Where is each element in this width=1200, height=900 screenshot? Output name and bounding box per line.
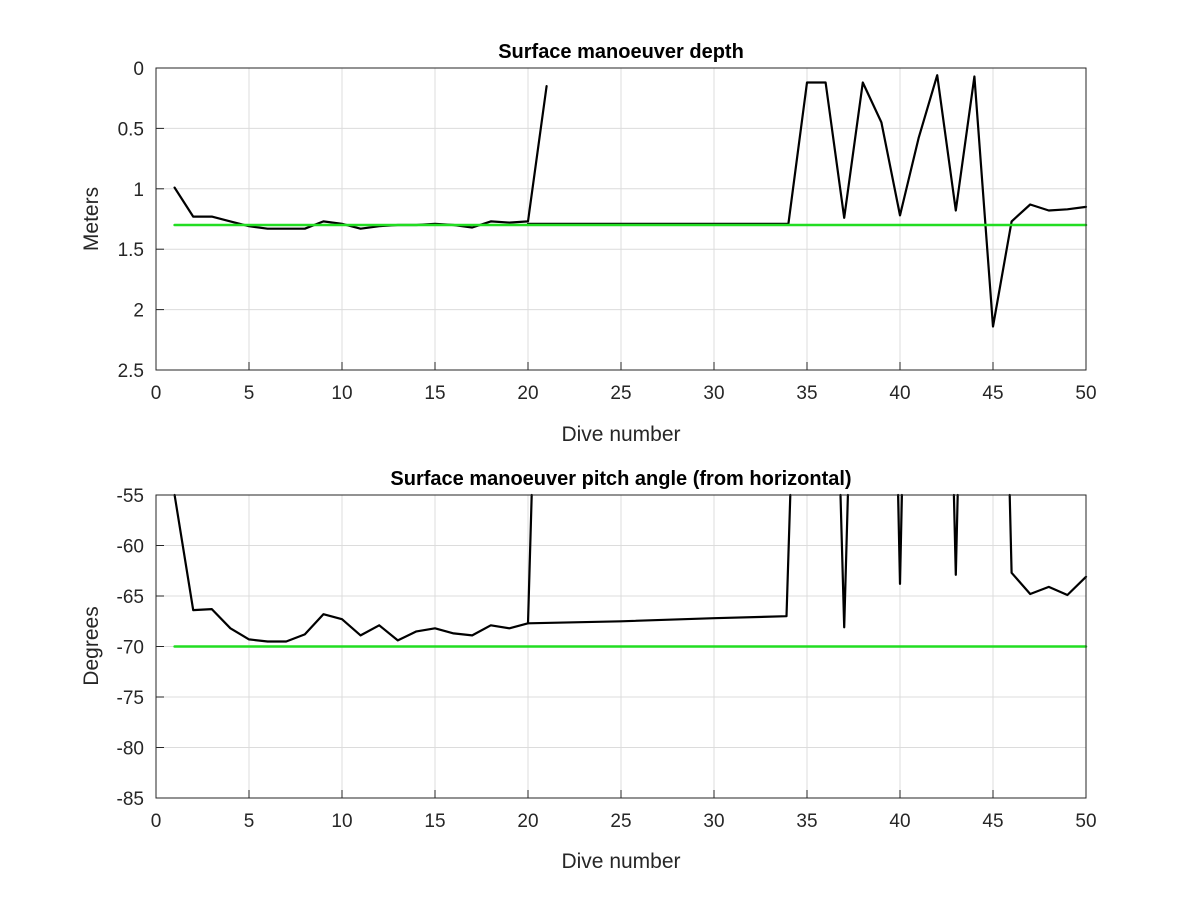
pitch-x-tick-label: 50 bbox=[1075, 811, 1096, 832]
pitch-y-tick-label: -75 bbox=[117, 688, 144, 709]
depth-y-tick-label: 2.5 bbox=[118, 361, 144, 382]
pitch-y-tick-label: -65 bbox=[117, 587, 144, 608]
depth-x-tick-label: 25 bbox=[610, 383, 631, 404]
pitch-y-tick-label: -80 bbox=[117, 739, 144, 760]
pitch-data-line-1 bbox=[526, 493, 792, 625]
depth-data-line-0 bbox=[173, 84, 548, 230]
pitch-data-line-5 bbox=[1008, 493, 1088, 597]
depth-x-tick-label: 35 bbox=[796, 383, 817, 404]
pitch-subplot: 0 5 10 15 20 25 30 35 40 45 50 -55 -60 -65 -70 -75 -80 -8… bbox=[80, 468, 1097, 873]
depth-series-lines bbox=[173, 74, 1088, 328]
pitch-ticks: 0 5 10 15 20 25 30 35 40 45 50 -55 -60 -65 -70 -75 -80 -8… bbox=[117, 486, 1097, 832]
pitch-y-tick-label: -85 bbox=[117, 789, 144, 810]
pitch-data-line-3 bbox=[896, 493, 904, 586]
pitch-x-tick-label: 45 bbox=[982, 811, 1003, 832]
depth-x-tick-label: 45 bbox=[982, 383, 1003, 404]
depth-y-axis-label: Meters bbox=[80, 187, 103, 251]
depth-x-tick-label: 50 bbox=[1075, 383, 1096, 404]
pitch-data-line-4 bbox=[952, 493, 959, 576]
depth-subplot: 0 5 10 15 20 25 30 35 40 45 50 0 0.5 1 1.5 2 2.5 Surface… bbox=[80, 41, 1097, 446]
pitch-y-axis-label: Degrees bbox=[80, 606, 103, 685]
depth-data-line-1 bbox=[526, 74, 1088, 328]
pitch-y-tick-label: -70 bbox=[117, 638, 144, 659]
depth-x-tick-label: 15 bbox=[424, 383, 445, 404]
pitch-x-tick-label: 10 bbox=[331, 811, 352, 832]
pitch-x-axis-label: Dive number bbox=[561, 850, 680, 873]
depth-x-tick-label: 40 bbox=[889, 383, 910, 404]
depth-x-tick-label: 30 bbox=[703, 383, 724, 404]
depth-y-tick-label: 1 bbox=[133, 180, 144, 201]
pitch-data-line-2 bbox=[839, 493, 850, 629]
pitch-y-tick-label: -55 bbox=[117, 486, 144, 507]
depth-ticks: 0 5 10 15 20 25 30 35 40 45 50 0 0.5 1 1.5 2 2.5 bbox=[118, 59, 1097, 404]
pitch-x-tick-label: 0 bbox=[151, 811, 162, 832]
depth-y-tick-label: 2 bbox=[133, 301, 144, 322]
depth-x-tick-label: 5 bbox=[244, 383, 255, 404]
depth-y-tick-label: 0 bbox=[133, 59, 144, 80]
pitch-x-tick-label: 30 bbox=[703, 811, 724, 832]
pitch-x-tick-label: 35 bbox=[796, 811, 817, 832]
pitch-x-tick-label: 40 bbox=[889, 811, 910, 832]
depth-chart-title: Surface manoeuver depth bbox=[498, 41, 744, 63]
pitch-x-tick-label: 15 bbox=[424, 811, 445, 832]
pitch-series-lines bbox=[173, 493, 1088, 648]
depth-y-tick-label: 0.5 bbox=[118, 119, 144, 140]
pitch-x-tick-label: 25 bbox=[610, 811, 631, 832]
pitch-chart-title: Surface manoeuver pitch angle (from hori… bbox=[390, 468, 851, 490]
depth-y-tick-label: 1.5 bbox=[118, 240, 144, 261]
depth-x-axis-label: Dive number bbox=[561, 423, 680, 446]
pitch-y-tick-label: -60 bbox=[117, 537, 144, 558]
depth-x-tick-label: 10 bbox=[331, 383, 352, 404]
pitch-data-line-0 bbox=[173, 493, 533, 643]
depth-x-tick-label: 20 bbox=[517, 383, 538, 404]
pitch-x-tick-label: 5 bbox=[244, 811, 255, 832]
pitch-x-tick-label: 20 bbox=[517, 811, 538, 832]
depth-x-tick-label: 0 bbox=[151, 383, 162, 404]
